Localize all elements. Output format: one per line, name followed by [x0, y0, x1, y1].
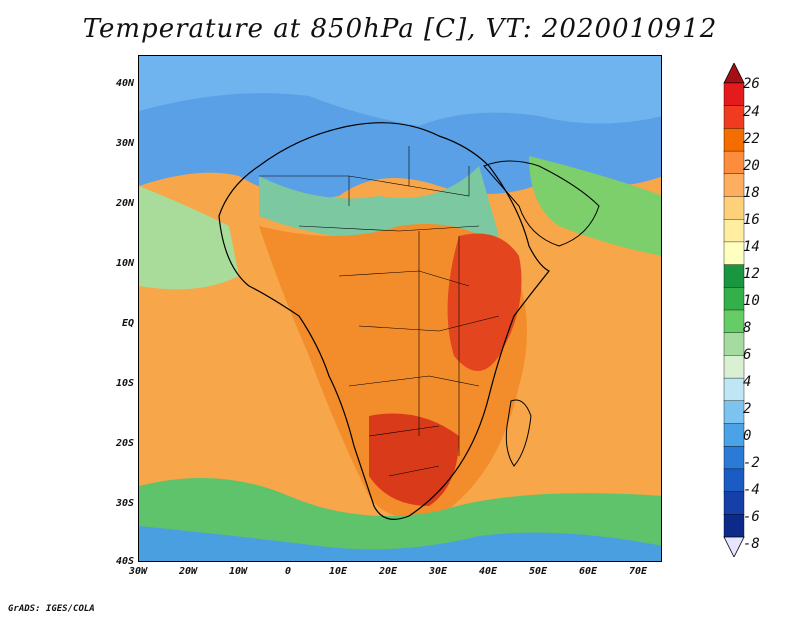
colorbar-label-18: 18 [743, 185, 760, 201]
colorbar-label-4: 4 [743, 374, 752, 390]
grads-credit: GrADS: IGES/COLA [8, 604, 95, 614]
colorbar-swatch [723, 173, 745, 198]
temperature-map [138, 55, 662, 562]
lon-label-0: 0 [284, 566, 292, 577]
field-west-ocean [139, 186, 239, 290]
lon-label-10w: 10W [228, 566, 248, 577]
field-east-hot [447, 233, 522, 371]
colorbar-swatch [723, 423, 745, 447]
colorbar-top-arrow [723, 63, 745, 84]
colorbar-label-neg8: -8 [743, 536, 760, 552]
colorbar-swatch [723, 446, 745, 470]
colorbar-label-neg2: -2 [743, 455, 760, 471]
lat-label-40n: 40N [115, 78, 134, 89]
lon-label-50e: 50E [528, 566, 548, 577]
colorbar-label-22: 22 [743, 131, 760, 147]
colorbar-label-6: 6 [743, 347, 752, 363]
lon-label-60e: 60E [578, 566, 598, 577]
africa-coastline [218, 122, 550, 520]
colorbar-swatch [723, 264, 745, 289]
colorbar-swatch [723, 82, 745, 107]
map-canvas [139, 56, 661, 561]
colorbar-swatch [723, 196, 745, 220]
lon-label-30e: 30E [428, 566, 448, 577]
colorbar-label-10: 10 [743, 293, 760, 309]
field-arabia [529, 156, 661, 256]
colorbar-swatch [723, 218, 745, 243]
colorbar-label-26: 26 [743, 76, 760, 92]
field-south-hot [369, 413, 459, 506]
colorbar-label-8: 8 [743, 320, 752, 336]
colorbar-label-neg6: -6 [743, 509, 760, 525]
colorbar-swatch [723, 400, 745, 425]
colorbar-swatch [723, 241, 745, 266]
colorbar [723, 63, 745, 557]
colorbar-swatch [723, 105, 745, 130]
colorbar-swatch [723, 309, 745, 334]
colorbar-label-neg4: -4 [743, 482, 760, 498]
colorbar-label-0: 0 [743, 428, 752, 444]
colorbar-swatch [723, 468, 745, 493]
colorbar-bottom-arrow [723, 536, 745, 557]
colorbar-label-12: 12 [743, 266, 760, 282]
colorbar-swatch [723, 514, 745, 538]
lat-label-20s: 20S [115, 438, 134, 449]
colorbar-label-2: 2 [743, 401, 752, 417]
madagascar-outline [505, 399, 532, 467]
field-cool-med [139, 56, 661, 126]
colorbar-swatch [723, 377, 745, 402]
lon-label-20w: 20W [178, 566, 198, 577]
lon-label-30w: 30W [128, 566, 148, 577]
lat-label-20n: 20N [115, 198, 134, 209]
lat-label-30s: 30S [115, 498, 134, 509]
colorbar-swatches [723, 63, 745, 557]
colorbar-label-16: 16 [743, 212, 760, 228]
lat-label-10s: 10S [115, 378, 134, 389]
colorbar-swatch [723, 287, 745, 311]
colorbar-swatch [723, 150, 745, 175]
country-borders [259, 146, 500, 477]
colorbar-label-20: 20 [743, 158, 760, 174]
colorbar-swatch [723, 355, 745, 379]
colorbar-swatch [723, 332, 745, 357]
lon-label-10e: 10E [328, 566, 348, 577]
colorbar-label-14: 14 [743, 239, 760, 255]
lon-label-70e: 70E [628, 566, 648, 577]
colorbar-swatch [723, 128, 745, 152]
field-southern-blue [139, 526, 661, 561]
colorbar-swatch [723, 491, 745, 516]
lat-label-10n: 10N [115, 258, 134, 269]
lat-label-30n: 30N [115, 138, 134, 149]
lat-label-40s: 40S [115, 556, 134, 567]
arabia-outline [483, 160, 600, 247]
lon-label-20e: 20E [378, 566, 398, 577]
lon-label-40e: 40E [478, 566, 498, 577]
colorbar-label-24: 24 [743, 104, 760, 120]
chart-title: Temperature at 850hPa [C], VT: 202001091… [82, 14, 718, 44]
lat-label-eq: EQ [121, 318, 134, 329]
